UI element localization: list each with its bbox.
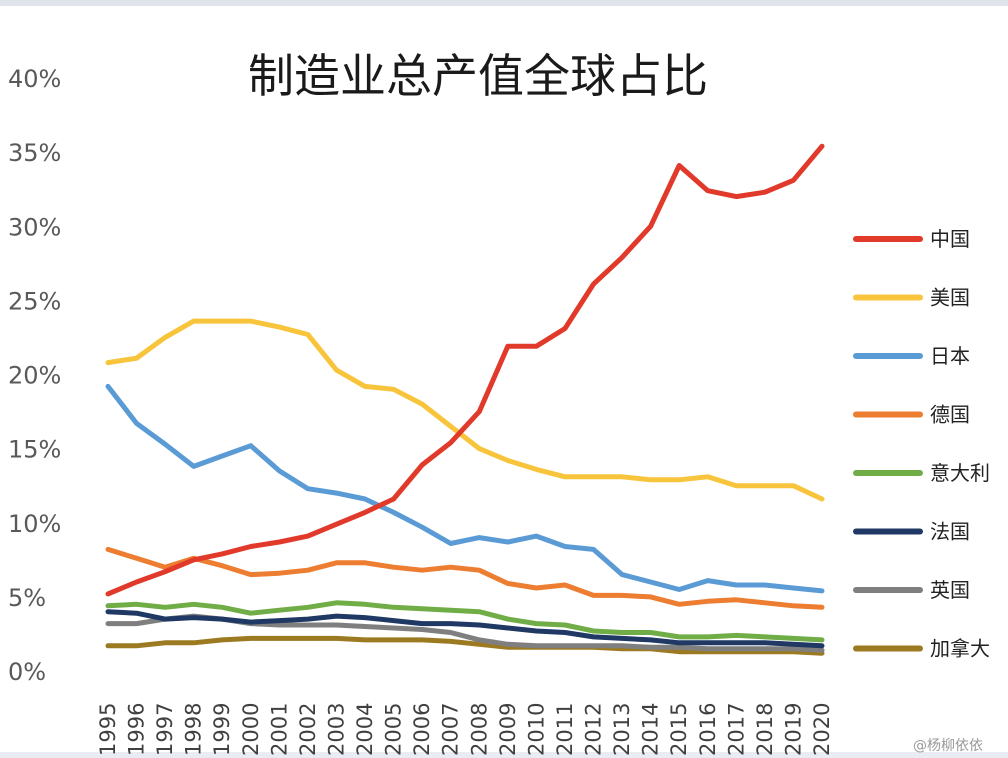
x-tick-label: 2017 (724, 703, 748, 756)
x-tick-label: 2020 (810, 703, 834, 756)
series-line (105, 609, 825, 649)
x-tick-label: 1997 (153, 703, 177, 756)
watermark-text: @杨柳依依 (913, 737, 983, 754)
series-line (105, 635, 825, 656)
y-tick-label: 15% (8, 436, 61, 464)
x-tick-label: 2012 (582, 703, 606, 756)
y-tick-label: 40% (8, 65, 61, 93)
x-axis: 1995 1996 1997 1998 1999 2000 2001 2002 2003 2004… (96, 703, 834, 756)
y-axis: 0% 5% 10% 15% 20% 25% 30% 35% 40% (8, 65, 61, 686)
legend-label: 法国 (930, 520, 970, 544)
x-tick-label: 1999 (210, 703, 234, 756)
y-tick-label: 0% (8, 658, 46, 686)
legend-label: 德国 (930, 403, 970, 427)
x-tick-label: 2006 (410, 703, 434, 756)
x-tick-label: 2002 (296, 703, 320, 756)
x-tick-label: 2009 (496, 703, 520, 756)
legend-label: 日本 (930, 344, 970, 368)
chart-title: 制造业总产值全球占比 (248, 49, 708, 103)
x-tick-label: 2019 (781, 703, 805, 756)
x-tick-label: 2001 (267, 703, 291, 756)
legend-label: 美国 (930, 286, 970, 310)
x-tick-label: 2003 (324, 703, 348, 756)
x-tick-label: 2000 (239, 703, 263, 756)
x-tick-label: 2004 (353, 703, 377, 756)
x-tick-label: 2013 (610, 703, 634, 756)
x-tick-label: 2011 (553, 703, 577, 756)
y-tick-label: 5% (8, 584, 46, 612)
legend-label: 英国 (930, 578, 970, 602)
legend-label: 中国 (930, 227, 970, 251)
y-tick-label: 20% (8, 362, 61, 390)
x-tick-label: 1996 (125, 703, 149, 756)
series-layer (105, 143, 825, 656)
series-line (105, 318, 825, 502)
y-tick-label: 25% (8, 287, 61, 315)
x-tick-label: 2008 (467, 703, 491, 756)
legend-label: 意大利 (930, 461, 990, 485)
line-chart: 制造业总产值全球占比 0% 5% 10% 15% 20% 25% 30% 35% 40% 199… (8, 49, 990, 756)
x-tick-label: 2007 (439, 703, 463, 756)
legend-label: 加拿大 (930, 637, 990, 661)
x-tick-label: 1995 (96, 703, 120, 756)
x-tick-label: 2018 (753, 703, 777, 756)
x-tick-label: 2010 (524, 703, 548, 756)
y-tick-label: 10% (8, 510, 61, 538)
series-line (105, 143, 825, 597)
x-tick-label: 2016 (696, 703, 720, 756)
y-tick-label: 35% (8, 139, 61, 167)
x-tick-label: 2015 (667, 703, 691, 756)
x-tick-label: 2005 (382, 703, 406, 756)
series-line (105, 546, 825, 610)
series-line (105, 383, 825, 594)
x-tick-label: 2014 (639, 703, 663, 756)
series-line (105, 600, 825, 643)
x-tick-label: 1998 (182, 703, 206, 756)
y-tick-label: 30% (8, 213, 61, 241)
